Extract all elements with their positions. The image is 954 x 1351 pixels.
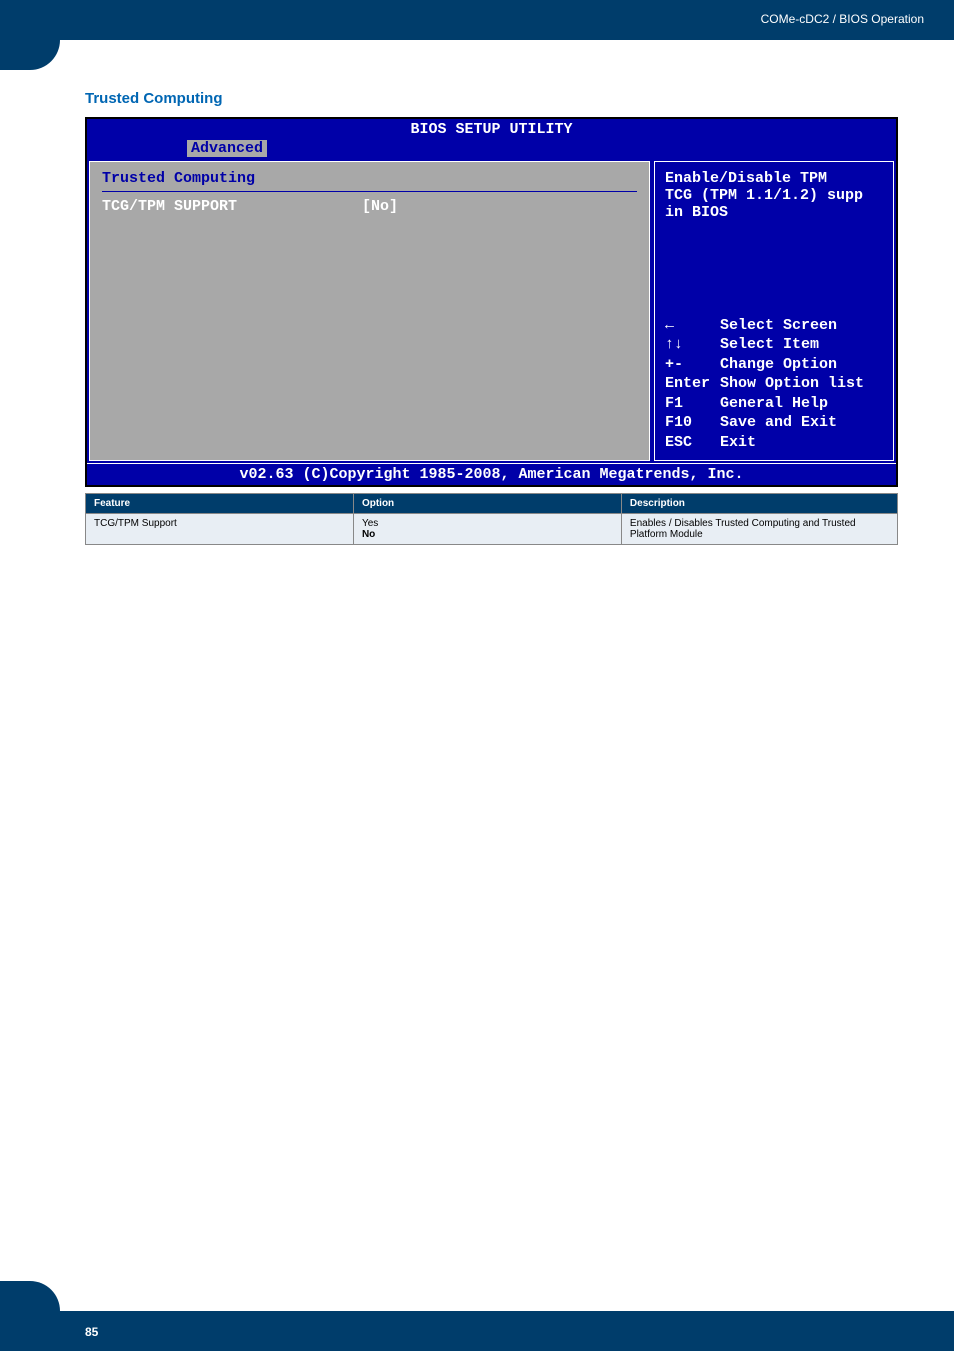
bios-panel-heading: Trusted Computing bbox=[102, 170, 637, 187]
nav-key-row: ESCExit bbox=[665, 433, 883, 453]
bios-help-description: Enable/Disable TPM TCG (TPM 1.1/1.2) sup… bbox=[665, 170, 883, 221]
bios-help-line: in BIOS bbox=[665, 204, 883, 221]
table-cell-option: Yes No bbox=[353, 514, 621, 545]
table-cell-description: Enables / Disables Trusted Computing and… bbox=[621, 514, 897, 545]
table-header-row: Feature Option Description bbox=[86, 494, 898, 514]
header-bar: COMe-cDC2 / BIOS Operation bbox=[0, 0, 954, 40]
nav-key: ← bbox=[665, 316, 720, 336]
bios-tab-advanced: Advanced bbox=[187, 140, 267, 157]
nav-key-row: EnterShow Option list bbox=[665, 374, 883, 394]
nav-text: Select Item bbox=[720, 335, 819, 355]
nav-key-row: F1General Help bbox=[665, 394, 883, 414]
nav-text: Show Option list bbox=[720, 374, 864, 394]
header-breadcrumb: COMe-cDC2 / BIOS Operation bbox=[761, 12, 924, 26]
table-cell-feature: TCG/TPM Support bbox=[86, 514, 354, 545]
nav-key: F1 bbox=[665, 394, 720, 414]
option-line: Yes bbox=[362, 518, 613, 529]
bios-body: Trusted Computing TCG/TPM SUPPORT [No] E… bbox=[87, 159, 896, 463]
nav-text: Save and Exit bbox=[720, 413, 837, 433]
table-header-feature: Feature bbox=[86, 494, 354, 514]
nav-key-row: ←Select Screen bbox=[665, 316, 883, 336]
nav-key-row: +-Change Option bbox=[665, 355, 883, 375]
bios-tabs: Advanced bbox=[87, 140, 896, 159]
nav-key: +- bbox=[665, 355, 720, 375]
bios-footer: v02.63 (C)Copyright 1985-2008, American … bbox=[87, 463, 896, 485]
bios-help-line: TCG (TPM 1.1/1.2) supp bbox=[665, 187, 883, 204]
bios-setting-row: TCG/TPM SUPPORT [No] bbox=[102, 198, 637, 215]
table-header-description: Description bbox=[621, 494, 897, 514]
page-content: Trusted Computing BIOS SETUP UTILITY Adv… bbox=[85, 90, 899, 545]
nav-text: General Help bbox=[720, 394, 828, 414]
nav-key-row: ↑↓Select Item bbox=[665, 335, 883, 355]
feature-table: Feature Option Description TCG/TPM Suppo… bbox=[85, 493, 898, 545]
bios-setting-label: TCG/TPM SUPPORT bbox=[102, 198, 362, 215]
nav-key: Enter bbox=[665, 374, 720, 394]
option-line: No bbox=[362, 529, 613, 540]
bios-title: BIOS SETUP UTILITY bbox=[87, 119, 896, 140]
nav-key: ESC bbox=[665, 433, 720, 453]
bios-screenshot: BIOS SETUP UTILITY Advanced Trusted Comp… bbox=[85, 117, 898, 487]
nav-text: Exit bbox=[720, 433, 756, 453]
bios-setting-value: [No] bbox=[362, 198, 398, 215]
section-title: Trusted Computing bbox=[85, 90, 899, 107]
bios-right-panel: Enable/Disable TPM TCG (TPM 1.1/1.2) sup… bbox=[654, 161, 894, 461]
bios-divider bbox=[102, 191, 637, 192]
page-number: 85 bbox=[85, 1325, 98, 1339]
bios-help-line: Enable/Disable TPM bbox=[665, 170, 883, 187]
footer-curve bbox=[0, 1281, 60, 1311]
bios-nav-keys: ←Select Screen ↑↓Select Item +-Change Op… bbox=[665, 316, 883, 453]
header-curve bbox=[0, 40, 60, 70]
bios-left-panel: Trusted Computing TCG/TPM SUPPORT [No] bbox=[89, 161, 650, 461]
nav-text: Change Option bbox=[720, 355, 837, 375]
page-footer: 85 bbox=[0, 1311, 954, 1351]
nav-key-row: F10Save and Exit bbox=[665, 413, 883, 433]
table-header-option: Option bbox=[353, 494, 621, 514]
table-row: TCG/TPM Support Yes No Enables / Disable… bbox=[86, 514, 898, 545]
nav-key: F10 bbox=[665, 413, 720, 433]
nav-text: Select Screen bbox=[720, 316, 837, 336]
nav-key: ↑↓ bbox=[665, 335, 720, 355]
